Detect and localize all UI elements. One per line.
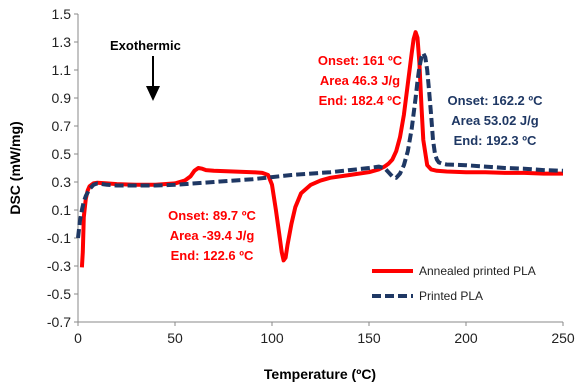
annotation-line: End: 192.3 ºC [454,133,537,148]
y-tick-label: 0.9 [52,90,72,106]
legend-label-annealed: Annealed printed PLA [419,264,536,278]
annotation-line: End: 122.6 ºC [171,248,254,263]
x-tick-label: 50 [167,330,183,346]
annotation-line: Area -39.4 J/g [170,228,255,243]
annotation-line: End: 182.4 ºC [319,93,402,108]
y-tick-label: -0.1 [47,230,71,246]
x-axis-title: Temperature (ºC) [264,366,376,382]
series-line-printed [76,51,564,239]
annotation-line: Onset: 161 ºC [318,53,403,68]
y-tick-label: 1.3 [52,34,72,50]
y-tick-label: -0.3 [47,258,71,274]
annotation-line: Onset: 89.7 ºC [168,208,256,223]
y-tick-label: 0.1 [52,202,72,218]
printed-melting-annotation: Onset: 162.2 ºC Area 53.02 J/g End: 192.3 … [447,93,543,148]
legend: Annealed printed PLA Printed PLA [372,264,536,303]
x-tick-label: 200 [454,330,478,346]
annotation-line: Area 46.3 J/g [320,73,400,88]
y-tick-label: -0.7 [47,314,71,330]
legend-label-printed: Printed PLA [419,289,483,303]
x-tick-label: 150 [357,330,381,346]
y-ticks: -0.7 -0.5 -0.3 -0.1 0.1 0.3 0.5 0.7 0.9 1.1 1.3 1.5 [47,6,78,330]
exothermic-label: Exothermic [110,38,181,53]
x-tick-label: 0 [74,330,82,346]
exothermic-arrow-icon [146,56,160,101]
x-ticks: 0 50 100 150 200 250 [74,322,575,346]
y-tick-label: 0.5 [52,146,72,162]
y-tick-label: 1.1 [52,62,72,78]
annealed-melting-annotation: Onset: 161 ºC Area 46.3 J/g End: 182.4 ºC [318,53,403,108]
annotation-line: Onset: 162.2 ºC [447,93,543,108]
x-tick-label: 250 [551,330,575,346]
y-axis-title: DSC (mW/mg) [7,121,23,214]
y-tick-label: 0.3 [52,174,72,190]
x-tick-label: 100 [260,330,284,346]
annotation-line: Area 53.02 J/g [451,113,539,128]
series-layer [76,30,564,268]
y-tick-label: 1.5 [52,6,72,22]
y-tick-label: -0.5 [47,286,71,302]
y-tick-label: 0.7 [52,118,72,134]
cold-crystallization-annotation: Onset: 89.7 ºC Area -39.4 J/g End: 122.6 º… [168,208,256,263]
axes [77,14,563,323]
